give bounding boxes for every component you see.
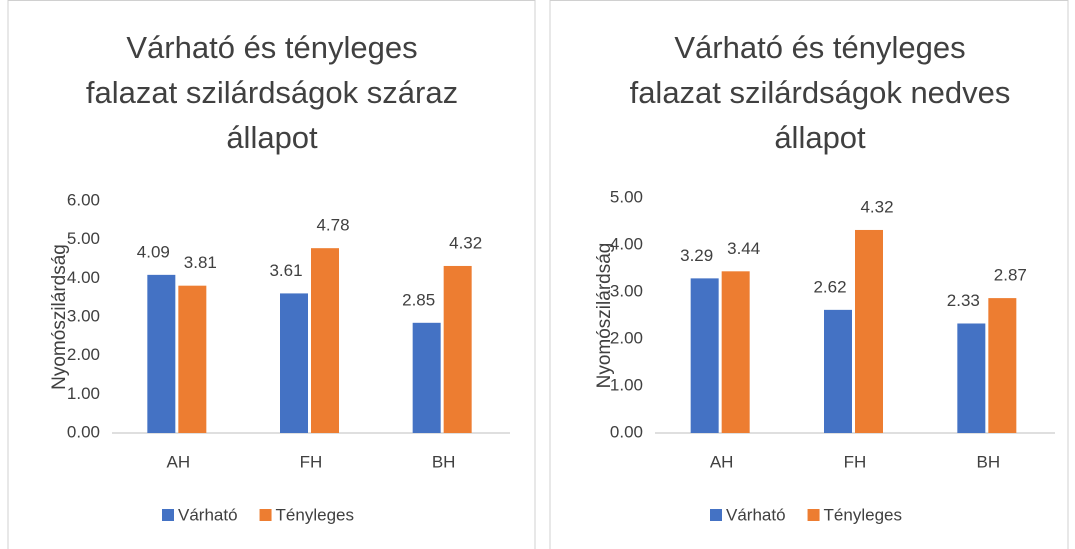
bar: [147, 274, 176, 433]
legend-label: Várható: [178, 505, 238, 524]
data-label: 2.87: [994, 266, 1027, 285]
y-tick-label: 2.00: [67, 345, 100, 364]
data-label: 4.09: [137, 242, 170, 261]
bar: [690, 278, 719, 433]
y-tick-label: 2.00: [610, 328, 643, 347]
y-tick-label: 1.00: [67, 384, 100, 403]
y-tick-label: 5.00: [610, 187, 643, 206]
bar: [443, 265, 472, 433]
chart-title: Várható és tényleges: [126, 30, 417, 65]
x-tick-label: FH: [300, 452, 323, 471]
x-tick-label: BH: [432, 452, 456, 471]
legend-swatch: [807, 509, 820, 521]
chart-title: falazat szilárdságok száraz: [86, 75, 458, 110]
bar: [311, 248, 339, 433]
data-label: 3.29: [680, 246, 713, 265]
bar: [957, 323, 986, 433]
y-tick-label: 3.00: [67, 306, 100, 325]
y-tick-label: 0.00: [67, 422, 100, 441]
data-label: 2.85: [402, 290, 435, 309]
legend-label: Tényleges: [824, 505, 902, 524]
x-tick-label: AH: [710, 452, 734, 471]
data-label: 4.32: [860, 197, 893, 216]
y-axis-label: Nyomószilárdság: [594, 243, 615, 389]
y-tick-label: 4.00: [610, 234, 643, 253]
y-tick-label: 4.00: [67, 268, 100, 287]
y-axis-label: Nyomószilárdság: [49, 244, 70, 390]
bar: [280, 293, 308, 433]
y-tick-label: 5.00: [67, 229, 100, 248]
data-label: 4.78: [316, 216, 349, 235]
panel: [549, 0, 1069, 549]
data-label: 3.81: [184, 253, 217, 272]
y-tick-label: 6.00: [67, 190, 100, 209]
legend-label: Tényleges: [276, 505, 354, 524]
y-tick-label: 3.00: [610, 281, 643, 300]
legend-swatch: [259, 509, 272, 521]
x-tick-label: FH: [844, 452, 867, 471]
data-label: 3.61: [269, 261, 302, 280]
legend-label: Várható: [726, 505, 786, 524]
data-label: 2.62: [813, 277, 846, 296]
bar: [412, 322, 441, 433]
bar: [721, 271, 750, 433]
legend-swatch: [710, 509, 722, 521]
panel: [7, 0, 536, 549]
chart-title: falazat szilárdságok nedves: [630, 75, 1011, 110]
chart-title: állapot: [774, 120, 866, 155]
x-tick-label: BH: [977, 452, 1001, 471]
bar: [178, 285, 207, 433]
chart-title: állapot: [226, 120, 318, 155]
chart-title: Várható és tényleges: [674, 30, 965, 65]
data-label: 2.33: [947, 291, 980, 310]
legend-swatch: [162, 509, 174, 521]
bar: [824, 309, 852, 433]
y-tick-label: 1.00: [610, 375, 643, 394]
data-label: 3.44: [727, 239, 760, 258]
y-tick-label: 0.00: [610, 422, 643, 441]
bar: [855, 229, 883, 433]
data-label: 4.32: [449, 233, 482, 252]
x-tick-label: AH: [167, 452, 191, 471]
bar: [988, 298, 1017, 433]
